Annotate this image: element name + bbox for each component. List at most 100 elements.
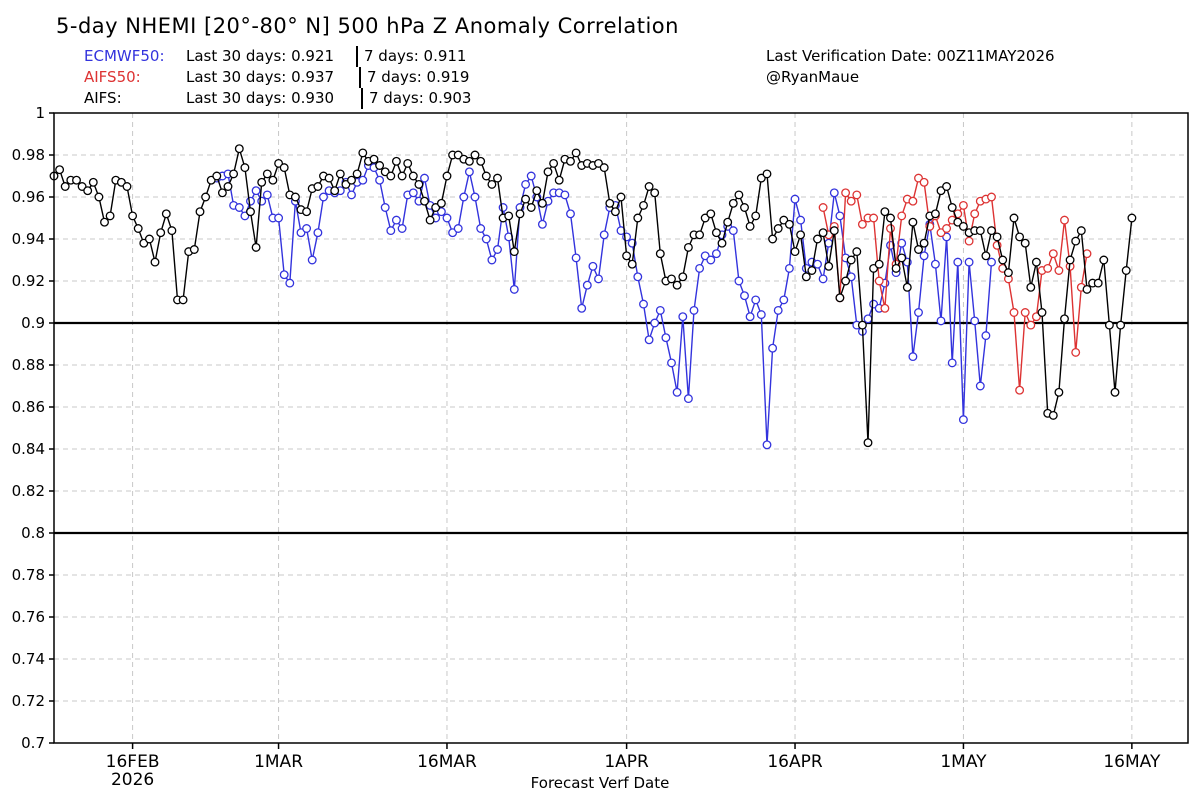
data-point-aifs [610,207,620,217]
data-point-aifs [998,255,1008,265]
data-point-aifs [723,217,733,227]
y-axis: 0.7 0.72 0.74 0.76 0.78 0.8 0.82 0.84 0.86 0.88 0.… [12,104,54,752]
data-point-aifs [1009,213,1019,223]
data-point-aifs [347,175,356,185]
data-point-aifs [1093,278,1103,288]
data-point-aifs [633,213,643,223]
data-point-aifs50 [857,219,867,229]
data-point-ecmwf50 [751,295,761,305]
data-point-ecmwf50 [498,203,508,212]
data-point-aifs [829,226,839,236]
data-point-ecmwf50 [279,270,289,280]
data-point-ecmwf50 [582,280,592,290]
last30-value-aifs: Last 30 days: 0.930 [186,89,335,107]
y-tick-label: 0.8 [21,524,45,542]
data-point-aifs [683,242,693,252]
data-point-aifs [420,196,429,206]
verification-info: Last Verification Date: 00Z11MAY2026 @Ry… [766,46,1055,88]
data-point-aifs [257,177,267,187]
data-point-aifs [532,186,542,196]
data-point-aifs [217,188,227,198]
data-point-aifs [156,228,166,238]
data-point-ecmwf50 [526,171,536,181]
data-point-aifs [60,182,70,191]
data-point-aifs [897,253,907,263]
data-point-aifs50 [818,203,828,212]
data-point-aifs [178,295,188,305]
data-point-ecmwf50 [386,226,396,236]
data-point-aifs50 [1009,308,1019,317]
data-point-ecmwf50 [509,284,519,294]
data-point-ecmwf50 [571,253,581,263]
data-point-ecmwf50 [639,299,648,309]
data-point-aifs [391,156,401,166]
data-point-aifs [1071,236,1081,246]
data-point-aifs [100,217,109,227]
data-point-aifs [526,203,536,212]
data-point-ecmwf50 [644,335,654,345]
data-point-aifs [987,226,996,236]
data-point-aifs [1104,320,1114,330]
data-point-aifs [655,249,665,259]
data-point-aifs [223,182,233,191]
data-point-aifs [105,211,115,221]
data-point-ecmwf50 [953,257,963,267]
data-point-aifs [734,190,744,200]
data-point-aifs [717,238,727,248]
data-point-aifs [1054,387,1064,397]
data-point-aifs [672,280,682,290]
data-point-aifs [1127,213,1137,223]
data-point-aifs [768,234,778,244]
data-point-aifs50 [958,200,968,210]
data-point-aifs [880,207,890,217]
data-point-aifs [161,209,171,219]
data-point-aifs [863,438,873,448]
data-point-aifs [313,182,323,191]
verification-date: Last Verification Date: 00Z11MAY2026 [766,47,1055,65]
data-point-aifs [1065,255,1075,265]
data-point-ecmwf50 [740,291,749,301]
data-point-aifs [695,230,705,240]
data-point-ecmwf50 [476,224,486,233]
data-point-aifs [554,175,564,185]
data-point-ecmwf50 [397,224,407,233]
data-point-ecmwf50 [779,295,789,305]
data-point-aifs50 [886,224,895,233]
data-point-aifs [706,209,716,219]
data-point-ecmwf50 [695,263,705,273]
y-tick-label: 0.84 [12,440,45,458]
data-point-aifs [352,169,362,179]
y-tick-label: 0.98 [12,146,45,164]
data-point-aifs [83,186,93,196]
reference-lines [54,321,1188,535]
data-point-aifs [1099,255,1109,265]
data-point-aifs [942,182,952,191]
plot-frame [53,112,1189,744]
data-point-ecmwf50 [274,213,284,223]
data-point-ecmwf50 [459,192,469,202]
data-point-aifs [403,158,413,168]
data-point-ecmwf50 [768,343,778,353]
data-point-aifs [740,203,749,212]
data-point-aifs [728,198,738,208]
y-tick-label: 0.7 [21,734,45,752]
data-point-ecmwf50 [251,186,261,196]
data-point-aifs [773,224,783,233]
data-point-ecmwf50 [667,358,676,368]
data-point-aifs [335,169,345,179]
legend-label-aifs: AIFS: [84,89,122,107]
data-point-ecmwf50 [633,272,643,282]
data-point-ecmwf50 [307,255,317,265]
y-tick-label: 0.94 [12,230,45,248]
data-point-aifs [94,192,104,202]
data-point-ecmwf50 [391,215,401,225]
data-point-aifs [644,182,654,191]
series-line-aifs [53,145,1133,443]
stats-separator [356,46,358,67]
data-point-aifs50 [1026,320,1036,330]
data-point-aifs [992,232,1002,242]
x-tick-label: 16MAR [417,752,477,772]
data-point-ecmwf50 [588,261,598,271]
data-point-ecmwf50 [262,190,272,200]
data-point-aifs [408,171,418,181]
